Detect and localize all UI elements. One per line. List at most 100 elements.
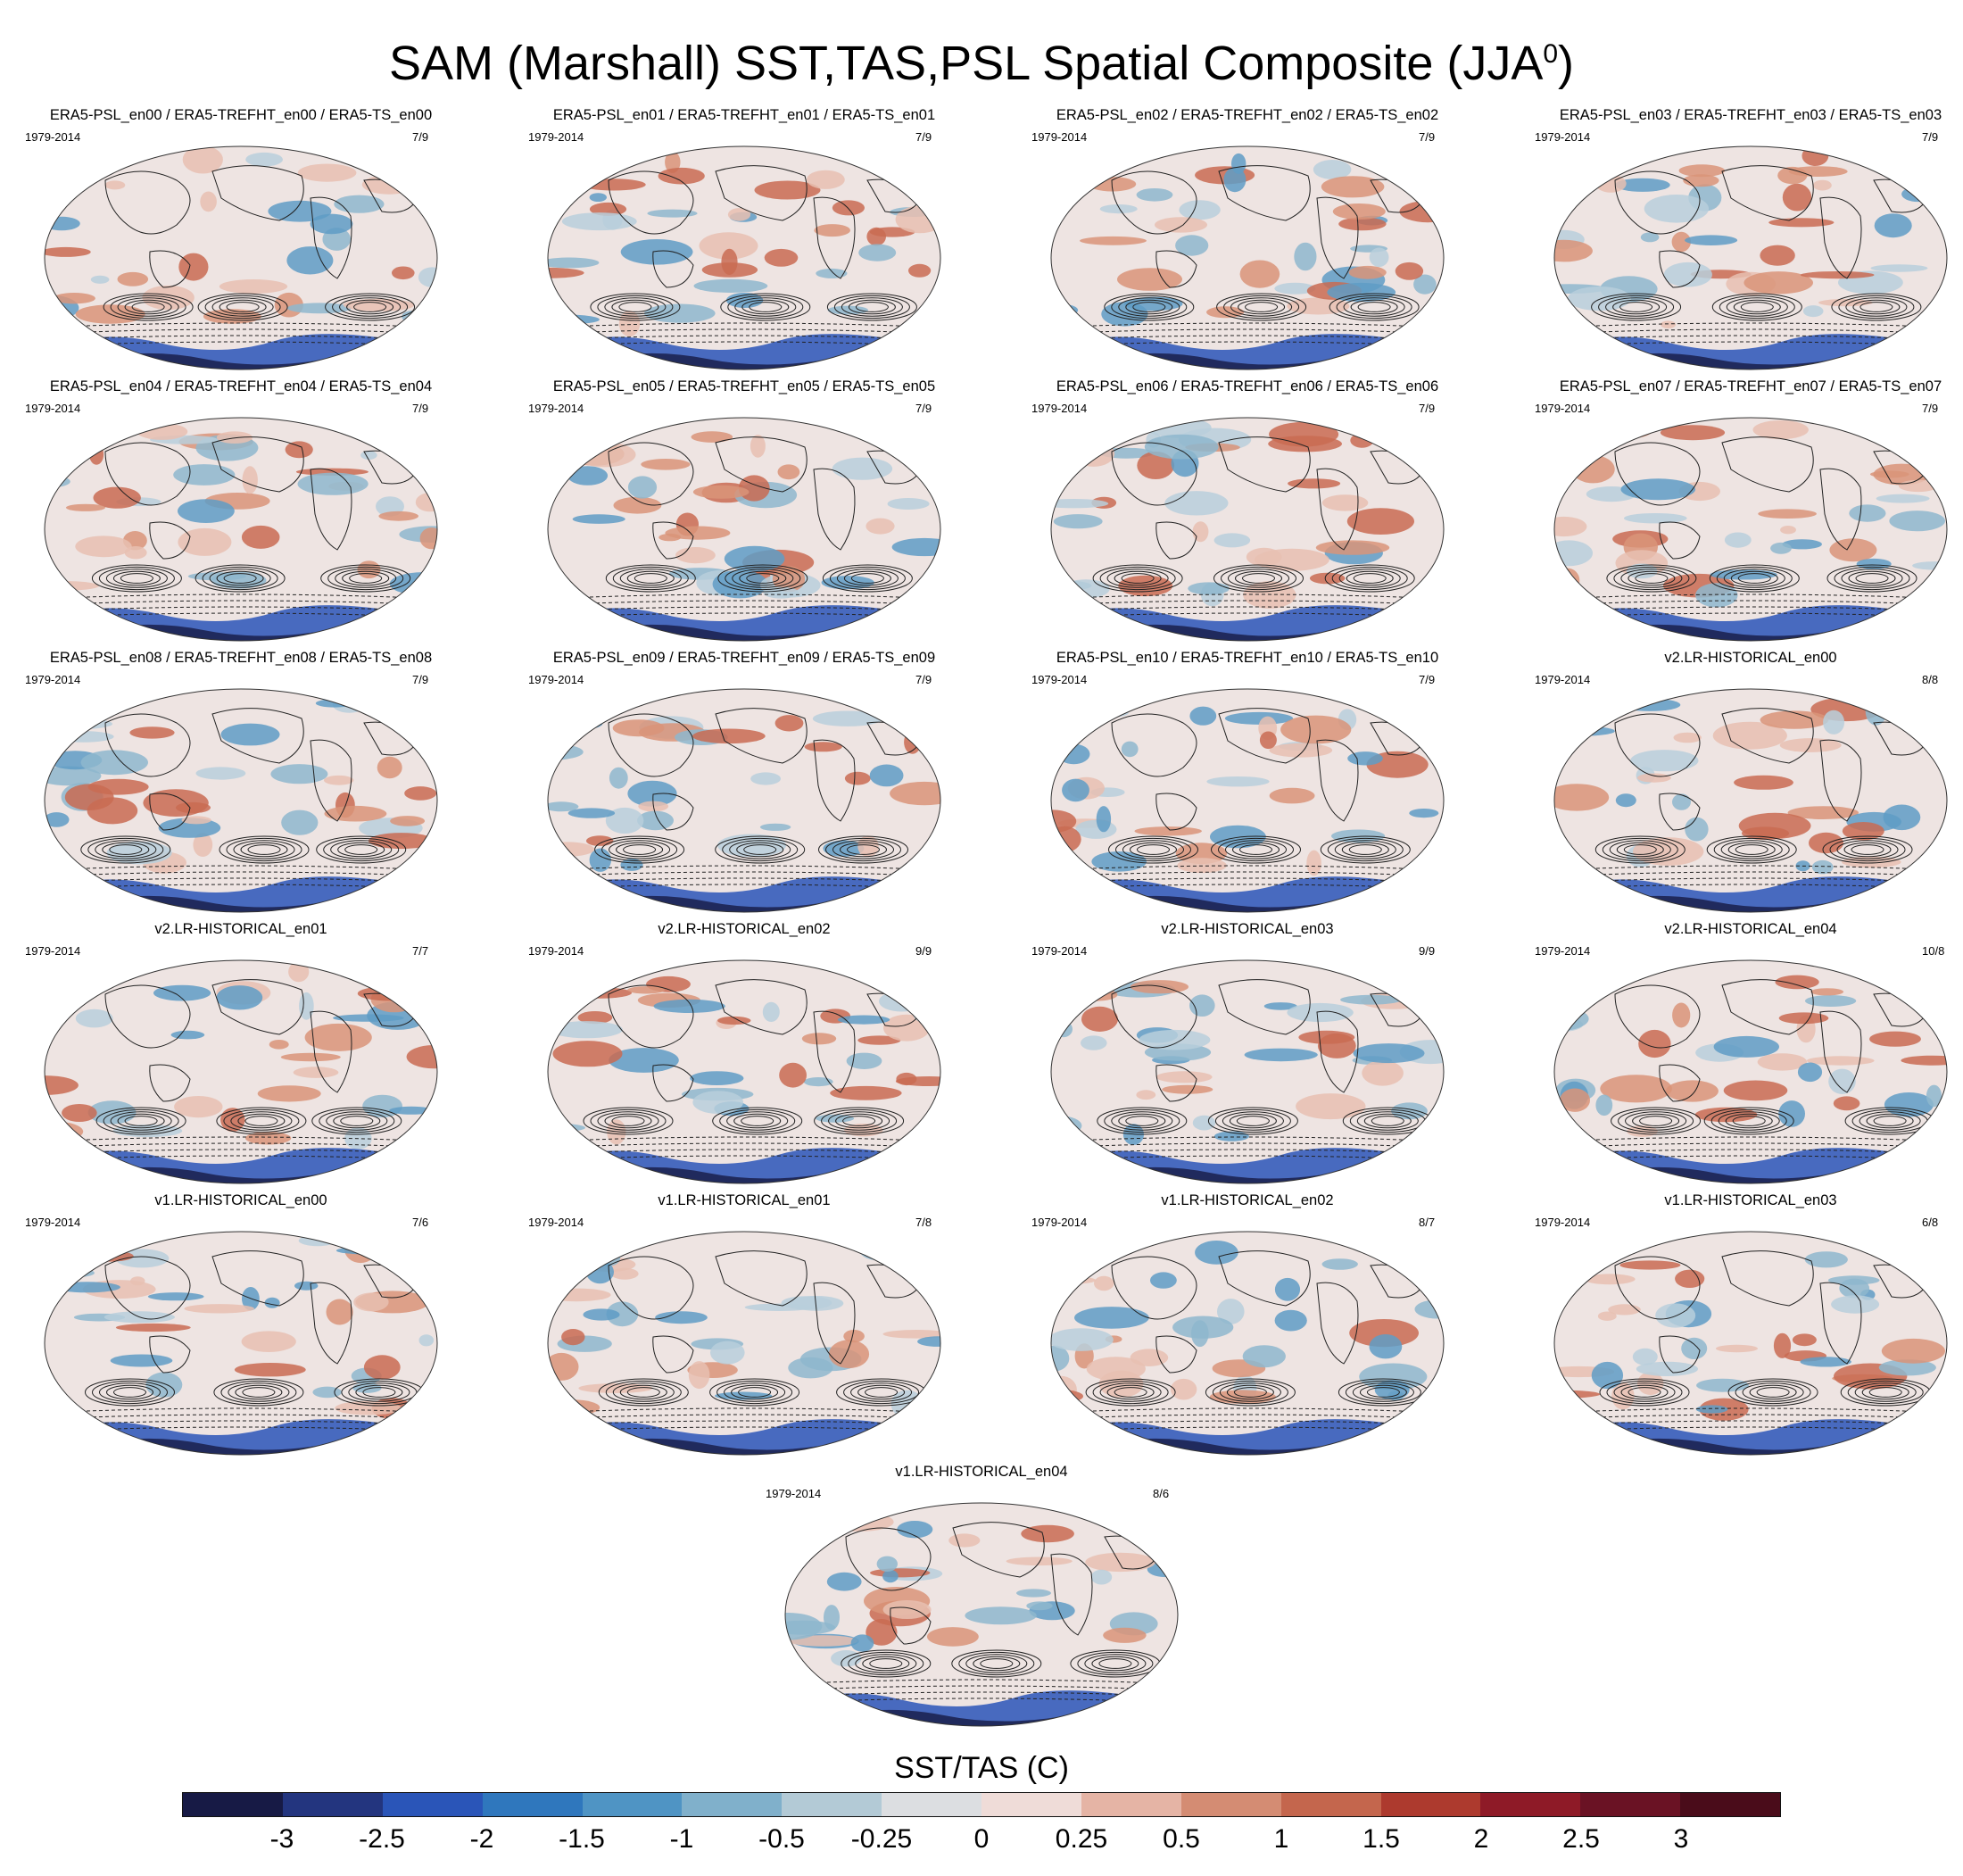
panel-period: 1979-2014 <box>1535 1216 1591 1229</box>
colorbar-segment <box>183 1793 283 1816</box>
world-map <box>1050 959 1445 1184</box>
panel-period: 1979-2014 <box>528 673 584 686</box>
map-panel: ERA5-PSL_en03 / ERA5-TREFHT_en03 / ERA5-… <box>1519 107 1963 375</box>
panel-event-count: 7/9 <box>1922 402 1939 415</box>
colorbar-tick-label: 2.5 <box>1562 1824 1600 1854</box>
world-map <box>1553 959 1948 1184</box>
colorbar-segment <box>981 1793 1081 1816</box>
world-map <box>44 959 438 1184</box>
panel-title: ERA5-PSL_en09 / ERA5-TREFHT_en09 / ERA5-… <box>552 650 936 666</box>
colorbar-segment <box>1480 1793 1581 1816</box>
map-panel: ERA5-PSL_en07 / ERA5-TREFHT_en07 / ERA5-… <box>1519 378 1963 646</box>
colorbar-tick-label: -3 <box>269 1824 294 1854</box>
panel-period: 1979-2014 <box>528 1216 584 1229</box>
panel-event-count: 7/6 <box>412 1216 429 1229</box>
world-map <box>547 688 941 913</box>
map-panel: v1.LR-HISTORICAL_en02 1979-2014 8/7 <box>1015 1192 1479 1460</box>
panel-period: 1979-2014 <box>1031 1216 1088 1229</box>
panel-period: 1979-2014 <box>25 944 81 958</box>
world-map <box>1050 417 1445 642</box>
world-map <box>1553 688 1948 913</box>
panel-event-count: 7/7 <box>412 944 429 958</box>
panel-period: 1979-2014 <box>1031 673 1088 686</box>
panel-title: v1.LR-HISTORICAL_en04 <box>895 1464 1068 1480</box>
panel-event-count: 7/9 <box>412 130 429 144</box>
panel-title: ERA5-PSL_en00 / ERA5-TREFHT_en00 / ERA5-… <box>49 107 433 123</box>
panel-title: v2.LR-HISTORICAL_en04 <box>1664 921 1837 937</box>
panel-title: ERA5-PSL_en05 / ERA5-TREFHT_en05 / ERA5-… <box>552 378 936 394</box>
colorbar-tick-label: 1.5 <box>1363 1824 1400 1854</box>
world-map <box>1553 145 1948 370</box>
panel-period: 1979-2014 <box>528 130 584 144</box>
map-panel: v2.LR-HISTORICAL_en02 1979-2014 9/9 <box>512 921 976 1189</box>
colorbar-tick-label: -2 <box>469 1824 494 1854</box>
panel-title: v2.LR-HISTORICAL_en02 <box>658 921 831 937</box>
map-panel: ERA5-PSL_en04 / ERA5-TREFHT_en04 / ERA5-… <box>9 378 473 646</box>
colorbar-tick-label: -2.5 <box>359 1824 405 1854</box>
world-map <box>1050 145 1445 370</box>
world-map <box>547 417 941 642</box>
colorbar-tick-label: 0.25 <box>1055 1824 1108 1854</box>
panel-period: 1979-2014 <box>1031 130 1088 144</box>
panel-period: 1979-2014 <box>1535 130 1591 144</box>
panel-event-count: 7/9 <box>1419 402 1436 415</box>
colorbar-title: SST/TAS (C) <box>894 1751 1069 1785</box>
panel-title: v1.LR-HISTORICAL_en03 <box>1664 1192 1837 1208</box>
map-panel: v2.LR-HISTORICAL_en03 1979-2014 9/9 <box>1015 921 1479 1189</box>
panel-period: 1979-2014 <box>1535 673 1591 686</box>
colorbar-segment <box>482 1793 583 1816</box>
panel-title: ERA5-PSL_en02 / ERA5-TREFHT_en02 / ERA5-… <box>1056 107 1439 123</box>
panel-title: ERA5-PSL_en03 / ERA5-TREFHT_en03 / ERA5-… <box>1559 107 1942 123</box>
panel-period: 1979-2014 <box>1535 402 1591 415</box>
panel-title: ERA5-PSL_en04 / ERA5-TREFHT_en04 / ERA5-… <box>49 378 433 394</box>
panel-title: ERA5-PSL_en08 / ERA5-TREFHT_en08 / ERA5-… <box>49 650 433 666</box>
panel-title: v2.LR-HISTORICAL_en00 <box>1664 650 1837 666</box>
panel-period: 1979-2014 <box>25 402 81 415</box>
map-panel: ERA5-PSL_en00 / ERA5-TREFHT_en00 / ERA5-… <box>9 107 473 375</box>
colorbar-tick-label: 1 <box>1273 1824 1289 1854</box>
map-panel: ERA5-PSL_en08 / ERA5-TREFHT_en08 / ERA5-… <box>9 650 473 917</box>
panel-event-count: 9/9 <box>915 944 932 958</box>
colorbar-segment <box>282 1793 383 1816</box>
colorbar-segment <box>1081 1793 1181 1816</box>
world-map <box>547 1231 941 1456</box>
panel-title: ERA5-PSL_en07 / ERA5-TREFHT_en07 / ERA5-… <box>1559 378 1942 394</box>
colorbar-tick-label: 2 <box>1473 1824 1489 1854</box>
world-map <box>44 417 438 642</box>
colorbar-segment <box>782 1793 882 1816</box>
world-map <box>1050 1231 1445 1456</box>
world-map <box>1553 1231 1948 1456</box>
panel-event-count: 7/8 <box>915 1216 932 1229</box>
panel-event-count: 7/9 <box>412 673 429 686</box>
colorbar-tick-label: 0 <box>973 1824 990 1854</box>
map-panel: v2.LR-HISTORICAL_en04 1979-2014 10/8 <box>1519 921 1963 1189</box>
panel-event-count: 8/7 <box>1419 1216 1436 1229</box>
colorbar-segment <box>1180 1793 1281 1816</box>
colorbar-segment <box>1580 1793 1681 1816</box>
map-panel: v1.LR-HISTORICAL_en00 1979-2014 7/6 <box>9 1192 473 1460</box>
panel-period: 1979-2014 <box>528 944 584 958</box>
map-panel: ERA5-PSL_en05 / ERA5-TREFHT_en05 / ERA5-… <box>512 378 976 646</box>
map-panel: ERA5-PSL_en10 / ERA5-TREFHT_en10 / ERA5-… <box>1015 650 1479 917</box>
panel-event-count: 7/9 <box>915 402 932 415</box>
panel-event-count: 9/9 <box>1419 944 1436 958</box>
panel-title: v1.LR-HISTORICAL_en01 <box>658 1192 831 1208</box>
colorbar-tick-label: -0.25 <box>850 1824 913 1854</box>
panel-period: 1979-2014 <box>25 673 81 686</box>
panel-title: v2.LR-HISTORICAL_en03 <box>1161 921 1334 937</box>
colorbar <box>182 1792 1781 1817</box>
colorbar-tick-label: 0.5 <box>1163 1824 1200 1854</box>
colorbar-tick-label: -0.5 <box>758 1824 805 1854</box>
world-map <box>44 688 438 913</box>
map-panel: v1.LR-HISTORICAL_en03 1979-2014 6/8 <box>1519 1192 1963 1460</box>
panel-period: 1979-2014 <box>25 1216 81 1229</box>
panel-event-count: 7/9 <box>915 130 932 144</box>
panel-title: v1.LR-HISTORICAL_en02 <box>1161 1192 1334 1208</box>
panel-period: 1979-2014 <box>766 1487 822 1500</box>
map-panel: ERA5-PSL_en02 / ERA5-TREFHT_en02 / ERA5-… <box>1015 107 1479 375</box>
panel-period: 1979-2014 <box>1535 944 1591 958</box>
panel-event-count: 7/9 <box>1419 130 1436 144</box>
world-map <box>44 145 438 370</box>
colorbar-segment <box>1680 1793 1780 1816</box>
panel-event-count: 8/6 <box>1153 1487 1170 1500</box>
